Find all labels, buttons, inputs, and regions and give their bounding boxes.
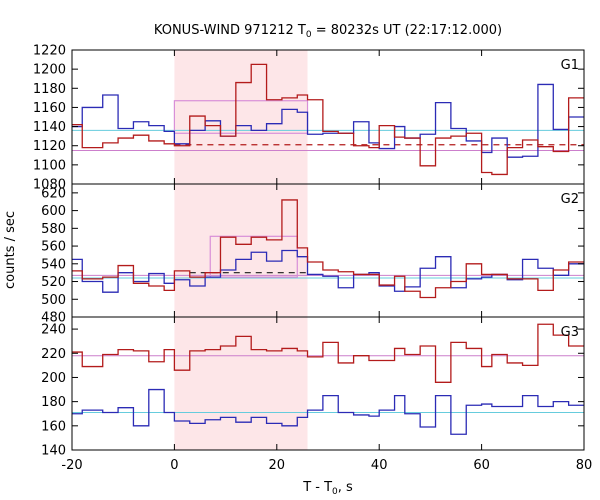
x-tick-label: 20 xyxy=(269,458,286,473)
y-tick-label: 580 xyxy=(41,222,66,237)
chart-title-subscript: 0 xyxy=(306,30,312,40)
series-step-line xyxy=(72,249,584,293)
x-tick-label: -20 xyxy=(61,458,82,473)
y-tick-label: 560 xyxy=(41,240,66,255)
x-tick-label: 0 xyxy=(170,458,178,473)
panel-g1: 1080 1100 1120 1140 1160 1180 1200 1220 G1 xyxy=(33,44,585,193)
y-tick-label: 540 xyxy=(41,257,66,272)
y-tick-label: 1080 xyxy=(33,178,66,193)
x-tick-label: 60 xyxy=(473,458,490,473)
panel-g3: 140 160 180 200 220 240 G3 xyxy=(41,316,585,459)
y-tick-label: 1100 xyxy=(33,158,66,173)
y-tick-label: 1220 xyxy=(33,44,66,59)
x-axis-title: T - T0, s xyxy=(302,480,353,497)
y-tick-label: 1140 xyxy=(33,120,66,135)
y-tick-label: 620 xyxy=(41,186,66,201)
y-tick-label: 1120 xyxy=(33,139,66,154)
panel-label: G3 xyxy=(561,325,579,340)
panel-label: G1 xyxy=(561,58,579,73)
series-step-line xyxy=(72,323,584,383)
y-tick-label: 1180 xyxy=(33,82,66,97)
y-tick-label: 240 xyxy=(41,323,66,338)
series-step-line xyxy=(72,199,584,299)
panel-label: G2 xyxy=(561,192,579,207)
plot-area: 1080 1100 1120 1140 1160 1180 1200 1220 G1 480 500… xyxy=(33,44,592,474)
y-tick-label: 1160 xyxy=(33,101,66,116)
chart-title-main: KONUS-WIND 971212 T xyxy=(154,23,306,38)
panel-frame xyxy=(71,183,585,318)
panel-g2: 480 500 520 540 560 580 600 620 G2 xyxy=(41,183,585,326)
x-axis-title-main: T - T xyxy=(302,480,332,495)
panel-frame xyxy=(71,316,585,451)
y-axis-title: counts / sec xyxy=(3,211,18,289)
y-tick-label: 200 xyxy=(41,371,66,386)
series-step-line xyxy=(72,63,584,176)
x-tick-label: 80 xyxy=(576,458,593,473)
y-tick-label: 140 xyxy=(41,444,66,459)
chart-title-rest: = 80232s UT (22:17:12.000) xyxy=(312,23,502,38)
series-step-line xyxy=(72,388,584,435)
y-tick-label: 160 xyxy=(41,419,66,434)
y-tick-label: 480 xyxy=(41,311,66,326)
series-step-line xyxy=(72,83,584,158)
y-tick-label: 1200 xyxy=(33,63,66,78)
y-tick-label: 500 xyxy=(41,293,66,308)
chart-title: KONUS-WIND 971212 T0 = 80232s UT (22:17:… xyxy=(154,23,502,40)
x-axis-title-subscript: 0 xyxy=(332,487,338,497)
y-tick-label: 220 xyxy=(41,347,66,362)
y-tick-label: 520 xyxy=(41,275,66,290)
x-tick-label: 40 xyxy=(371,458,388,473)
y-tick-label: 600 xyxy=(41,204,66,219)
x-axis-title-rest: , s xyxy=(338,480,353,495)
y-tick-label: 180 xyxy=(41,395,66,410)
